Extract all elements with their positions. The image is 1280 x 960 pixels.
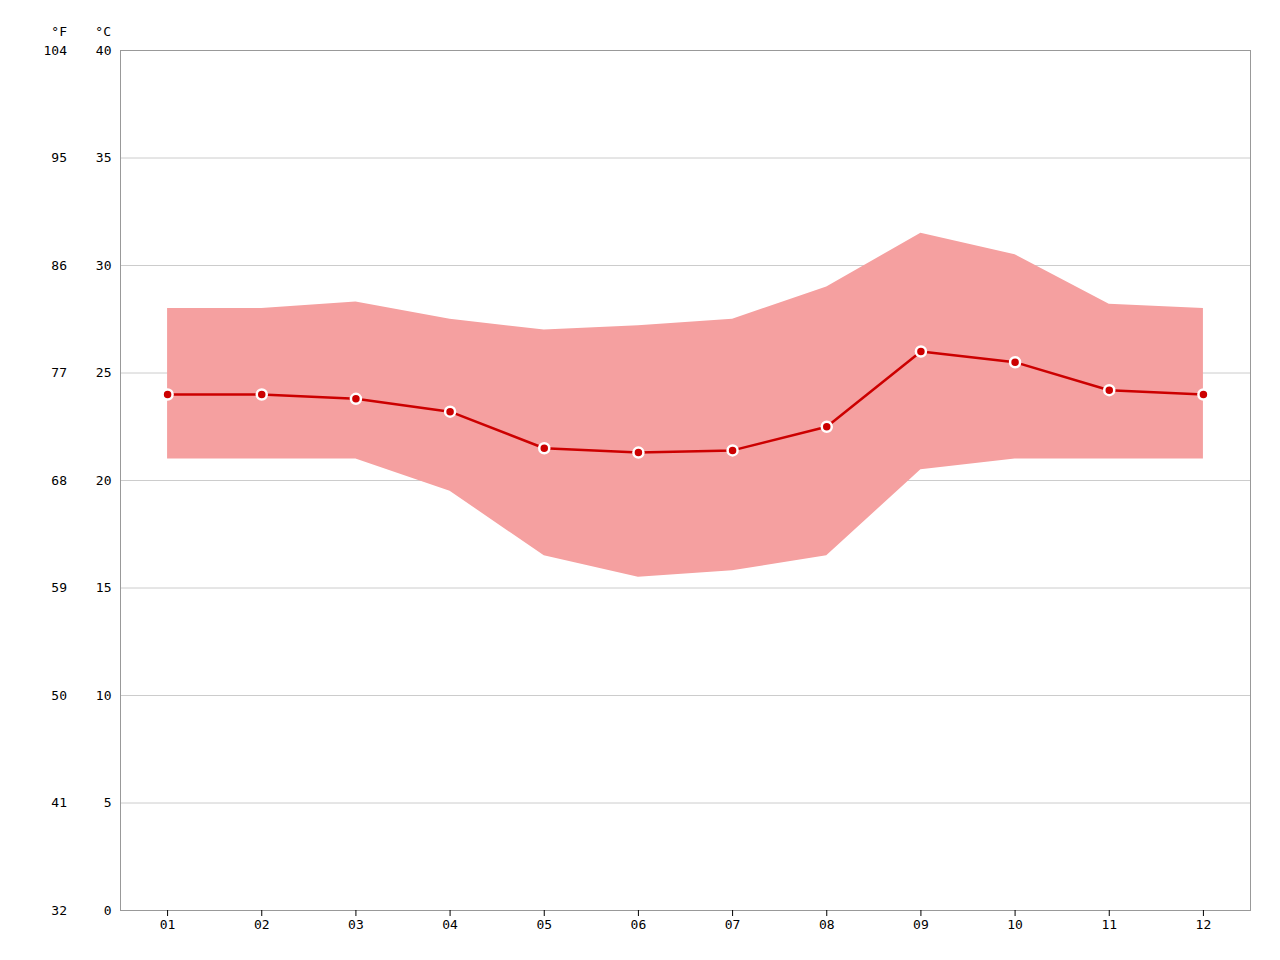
svg-text:30: 30 [96, 258, 112, 273]
svg-text:95: 95 [51, 150, 67, 165]
svg-text:12: 12 [1196, 917, 1212, 932]
svg-text:02: 02 [254, 917, 270, 932]
svg-text:03: 03 [348, 917, 364, 932]
svg-text:09: 09 [913, 917, 929, 932]
svg-text:15: 15 [96, 580, 112, 595]
svg-text:04: 04 [442, 917, 458, 932]
svg-text:°C: °C [95, 24, 111, 39]
svg-text:41: 41 [51, 795, 67, 810]
svg-text:104: 104 [44, 43, 68, 58]
svg-text:10: 10 [1007, 917, 1023, 932]
svg-text:35: 35 [96, 150, 112, 165]
svg-text:11: 11 [1101, 917, 1117, 932]
svg-text:06: 06 [631, 917, 647, 932]
svg-text:5: 5 [104, 795, 112, 810]
svg-text:77: 77 [51, 365, 67, 380]
svg-text:32: 32 [51, 903, 67, 918]
svg-text:40: 40 [96, 43, 112, 58]
svg-text:50: 50 [51, 688, 67, 703]
svg-text:86: 86 [51, 258, 67, 273]
svg-text:05: 05 [536, 917, 552, 932]
svg-text:20: 20 [96, 473, 112, 488]
svg-text:07: 07 [725, 917, 741, 932]
svg-text:59: 59 [51, 580, 67, 595]
svg-text:°F: °F [51, 24, 67, 39]
svg-text:68: 68 [51, 473, 67, 488]
svg-text:01: 01 [160, 917, 176, 932]
svg-text:10: 10 [96, 688, 112, 703]
svg-text:25: 25 [96, 365, 112, 380]
svg-text:08: 08 [819, 917, 835, 932]
svg-text:0: 0 [104, 903, 112, 918]
